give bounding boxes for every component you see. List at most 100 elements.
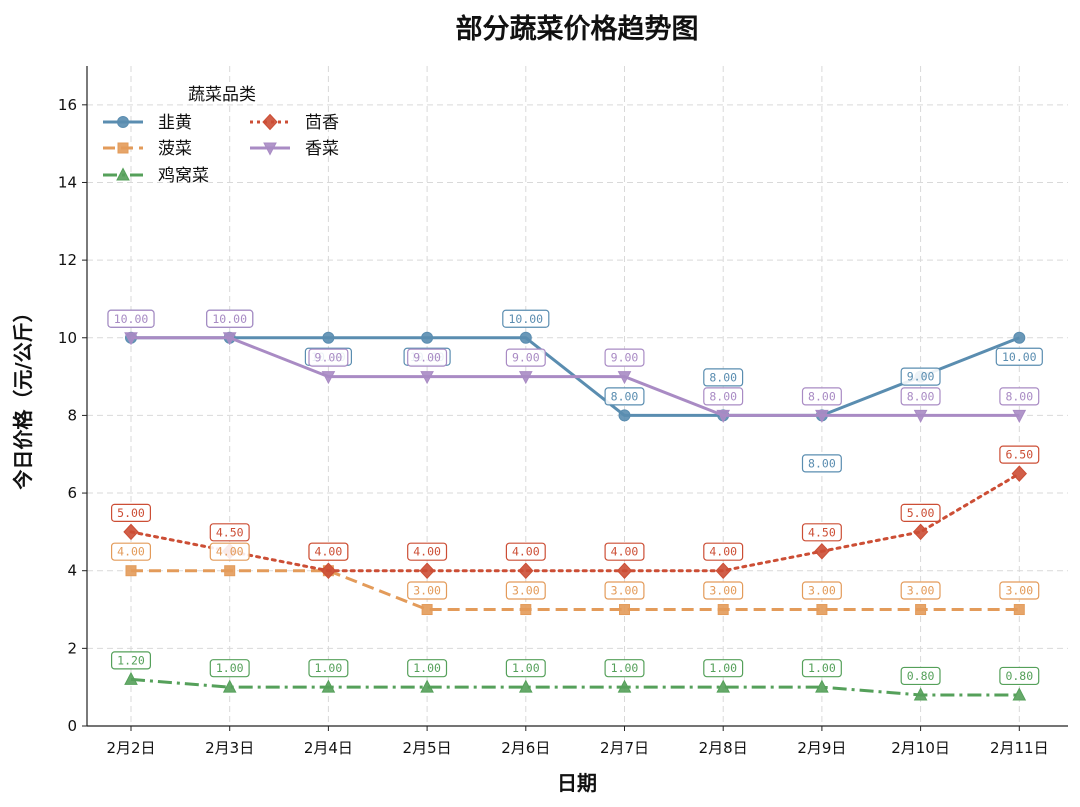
tick-labels: 0 2 4 6 8 10 12 14 16 2月2日 2月3日 2月4日 2月5日 2月6日 2月7日 2月8… [58, 96, 1049, 757]
legend-label: 菠菜 [158, 139, 192, 159]
data-point [912, 523, 929, 541]
svg-text:4.00: 4.00 [216, 545, 244, 559]
y-tick-label: 14 [58, 173, 77, 191]
svg-text:4.00: 4.00 [611, 545, 639, 559]
series-s2 [124, 671, 1027, 701]
data-label: 1.00 [604, 659, 645, 678]
svg-text:1.00: 1.00 [611, 661, 639, 675]
data-point [913, 409, 928, 423]
data-label: 8.00 [604, 387, 645, 406]
data-label: 3.00 [604, 581, 645, 600]
y-tick-label: 10 [58, 329, 77, 347]
x-axis-title: 日期 [557, 771, 597, 795]
data-label: 5.00 [900, 503, 941, 522]
data-label: 4.00 [604, 542, 645, 561]
legend-item: 鸡窝菜 [103, 166, 209, 186]
svg-text:3.00: 3.00 [1005, 584, 1033, 598]
data-point [1012, 687, 1027, 701]
legend-swatch-marker [117, 142, 129, 154]
data-label: 9.00 [505, 348, 546, 367]
data-point [617, 679, 632, 693]
svg-text:8.00: 8.00 [808, 456, 836, 470]
svg-text:1.00: 1.00 [413, 661, 441, 675]
svg-text:4.50: 4.50 [216, 525, 244, 539]
series-line [130, 677, 1020, 697]
series [123, 331, 1027, 701]
svg-text:3.00: 3.00 [808, 584, 836, 598]
svg-text:0.80: 0.80 [1005, 669, 1033, 683]
data-label: 8.00 [999, 387, 1040, 406]
data-label: 1.00 [209, 659, 250, 678]
series-s3 [123, 465, 1027, 579]
svg-text:3.00: 3.00 [611, 584, 639, 598]
data-label: 8.00 [703, 387, 744, 406]
data-point [222, 679, 237, 693]
data-point [716, 679, 731, 693]
svg-text:3.00: 3.00 [709, 584, 737, 598]
svg-text:3.00: 3.00 [907, 584, 935, 598]
data-point [815, 409, 829, 423]
data-label: 4.00 [209, 542, 250, 561]
data-point [716, 409, 731, 423]
svg-text:1.00: 1.00 [315, 661, 343, 675]
x-tick-label: 2月4日 [304, 739, 353, 757]
y-tick-label: 6 [67, 484, 77, 502]
svg-text:4.00: 4.00 [512, 545, 540, 559]
series-line [129, 472, 1021, 573]
data-label: 1.00 [801, 659, 842, 678]
legend-swatch-marker [262, 113, 278, 131]
data-label: 8.00 [801, 387, 842, 406]
data-label: 3.00 [900, 581, 941, 600]
svg-text:8.00: 8.00 [808, 389, 836, 403]
svg-text:8.00: 8.00 [709, 370, 737, 384]
data-point [123, 523, 139, 541]
data-point [124, 332, 138, 346]
data-label: 3.00 [407, 581, 448, 600]
data-label: 3.00 [999, 581, 1040, 600]
data-label: 6.50 [999, 445, 1040, 464]
data-label: 9.00 [900, 367, 941, 386]
data-point [1013, 604, 1025, 616]
x-tick-label: 2月11日 [990, 739, 1049, 757]
data-label: 4.00 [505, 542, 546, 561]
data-labels: 10.0010.0010.0010.0010.008.008.008.009.0… [107, 309, 1043, 686]
data-point [1013, 331, 1026, 344]
legend-item: 韭黄 [103, 113, 192, 133]
svg-text:9.00: 9.00 [413, 351, 441, 365]
svg-text:8.00: 8.00 [709, 389, 737, 403]
data-label: 8.00 [801, 454, 842, 473]
x-tick-label: 2月3日 [205, 739, 254, 757]
data-point [617, 371, 632, 385]
svg-text:6.50: 6.50 [1005, 448, 1033, 462]
data-label: 4.50 [801, 523, 842, 542]
data-point [419, 562, 435, 579]
y-tick-label: 16 [58, 96, 77, 114]
data-label: 0.80 [900, 666, 941, 686]
svg-text:10.00: 10.00 [1002, 350, 1037, 364]
svg-text:8.00: 8.00 [907, 389, 935, 403]
data-point [518, 679, 533, 693]
svg-text:9.00: 9.00 [611, 351, 639, 365]
series-s1 [125, 565, 1025, 616]
y-tick-label: 12 [58, 251, 77, 269]
legend-label: 韭黄 [158, 113, 192, 133]
svg-text:9.00: 9.00 [907, 370, 935, 384]
svg-text:1.20: 1.20 [117, 653, 145, 667]
legend-label: 鸡窝菜 [158, 166, 209, 186]
svg-text:10.00: 10.00 [212, 312, 247, 326]
y-tick-label: 8 [67, 406, 77, 424]
data-point [519, 331, 532, 344]
svg-text:1.00: 1.00 [512, 661, 540, 675]
series-s4 [124, 332, 1027, 423]
data-label: 10.00 [206, 309, 254, 328]
data-point [816, 604, 828, 616]
y-axis-title: 今日价格（元/公斤） [11, 302, 35, 489]
legend-title: 蔬菜品类 [188, 85, 256, 105]
legend-item: 香菜 [250, 139, 339, 159]
svg-text:9.00: 9.00 [315, 351, 343, 365]
data-point [420, 679, 434, 693]
svg-text:10.00: 10.00 [508, 312, 543, 326]
chart-title: 部分蔬菜价格趋势图 [456, 13, 699, 45]
legend-item: 菠菜 [103, 139, 192, 159]
